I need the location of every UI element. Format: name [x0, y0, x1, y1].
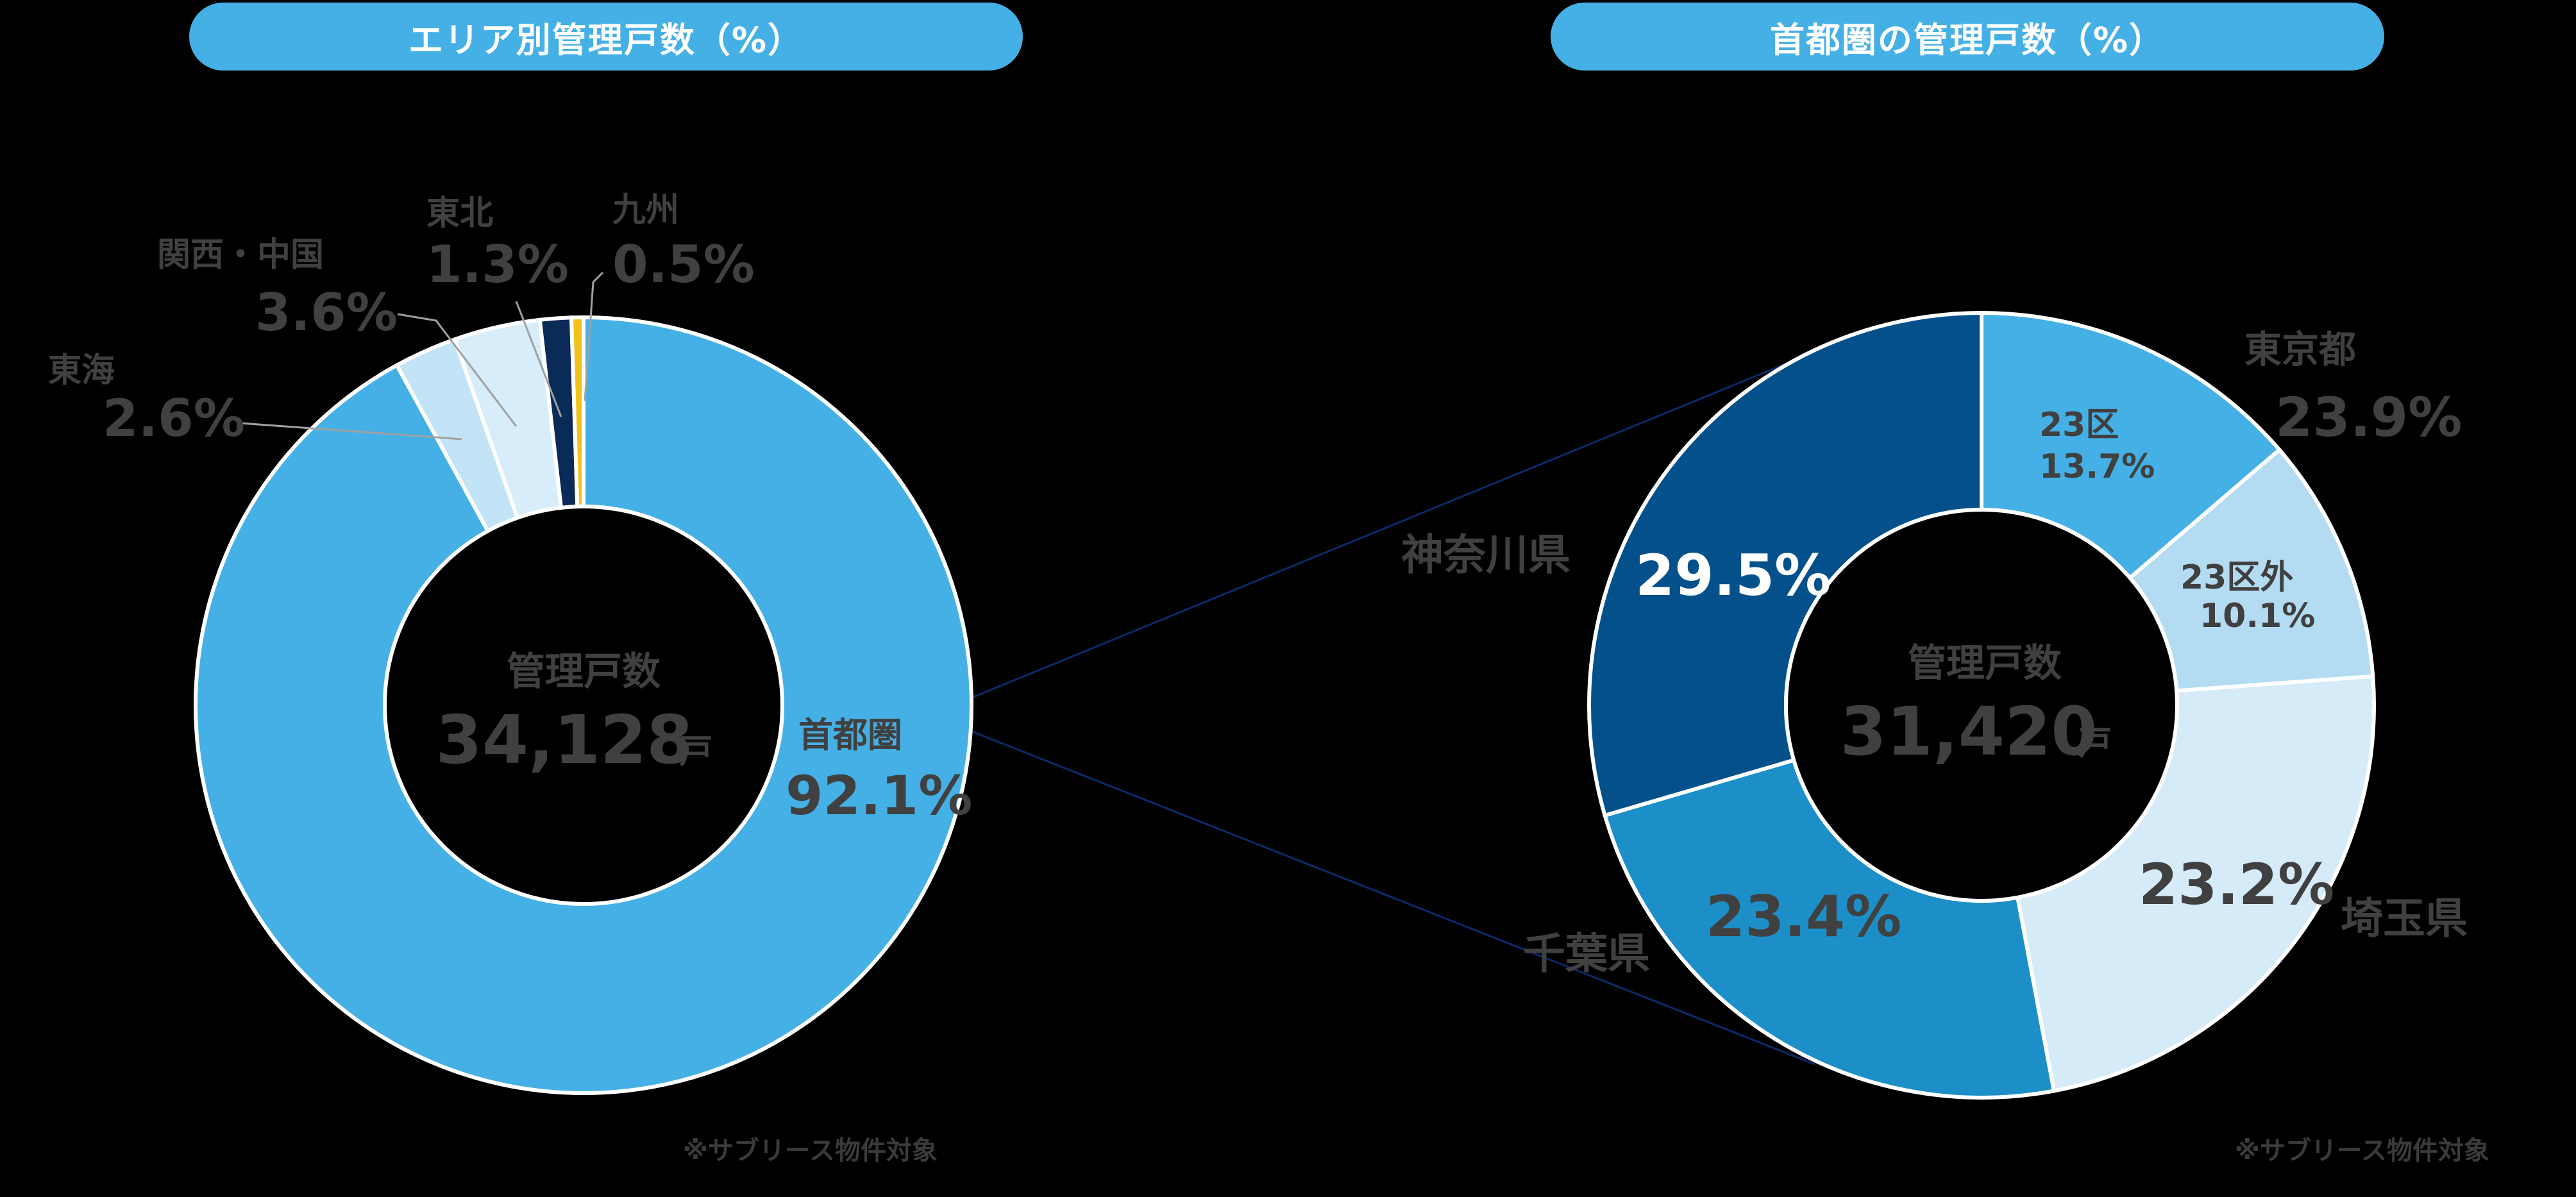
- right-center-label: 管理戸数: [1908, 641, 2062, 686]
- left-center-unit: 戸: [679, 733, 712, 771]
- label-23ku-pct: 13.7%: [2039, 448, 2155, 486]
- right-footnote: ※サブリース物件対象: [2235, 1136, 2489, 1166]
- label-23ku-name: 23区: [2039, 406, 2119, 444]
- label-saitama-pct: 23.2%: [2139, 851, 2334, 917]
- label-tohoku-pct: 1.3%: [426, 235, 569, 294]
- label-kyushu-pct: 0.5%: [612, 235, 755, 294]
- label-tohoku-name: 東北: [426, 194, 493, 233]
- label-kanagawa-name: 神奈川県: [1401, 530, 1570, 580]
- left-donut-chart: [194, 315, 973, 1095]
- label-kyushu-name: 九州: [612, 191, 679, 230]
- right-center-value: 31,420: [1840, 692, 2097, 771]
- left-footnote: ※サブリース物件対象: [683, 1136, 938, 1166]
- label-tokai-pct: 2.6%: [103, 389, 245, 448]
- left-center-label: 管理戸数: [507, 649, 661, 694]
- right-donut-chart: [1587, 310, 2376, 1100]
- left-center-value: 34,128: [435, 701, 693, 779]
- label-tokyo-name: 東京都: [2244, 328, 2356, 371]
- label-chiba-name: 千葉県: [1523, 929, 1650, 978]
- label-shutoken-pct: 92.1%: [786, 764, 972, 827]
- label-kanagawa-pct: 29.5%: [1635, 542, 1831, 608]
- label-tokai-name: 東海: [48, 351, 115, 390]
- label-23ku-outside-pct: 10.1%: [2200, 597, 2315, 635]
- label-tokyo-pct: 23.9%: [2275, 386, 2462, 449]
- label-chiba-pct: 23.4%: [1706, 883, 1901, 950]
- label-23ku-outside-name: 23区外: [2180, 558, 2293, 597]
- right-chart-title: 首都圏の管理戸数（%）: [1551, 3, 2384, 71]
- label-kansai-pct: 3.6%: [255, 283, 398, 342]
- label-kansai-name: 関西・中国: [157, 236, 324, 274]
- label-shutoken-name: 首都圏: [798, 715, 902, 755]
- label-saitama-name: 埼玉県: [2341, 894, 2468, 943]
- right-center-unit: 戸: [2078, 724, 2112, 763]
- left-leader-lines: [240, 271, 604, 440]
- left-chart-title: エリア別管理戸数（%）: [189, 3, 1023, 71]
